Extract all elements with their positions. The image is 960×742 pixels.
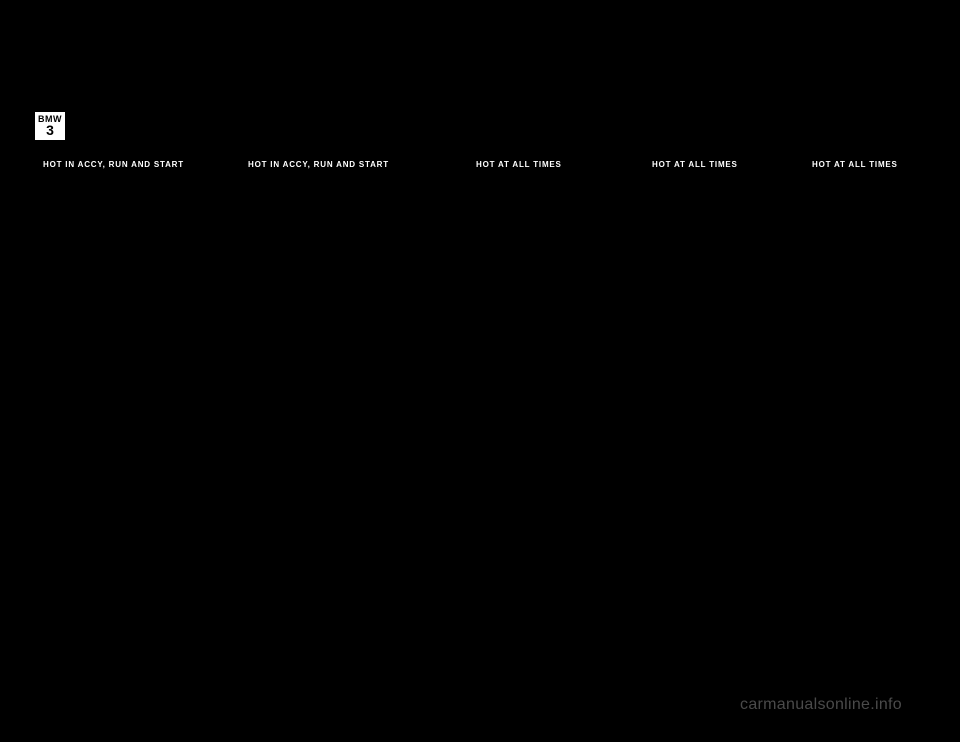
watermark-text: carmanualsonline.info [740,696,902,714]
header-label-2: HOT IN ACCY, RUN AND START [248,160,389,169]
header-label-5: HOT AT ALL TIMES [812,160,898,169]
header-label-1: HOT IN ACCY, RUN AND START [43,160,184,169]
bmw-model-text: 3 [46,123,54,137]
bmw-badge: BMW 3 [35,112,65,140]
header-label-4: HOT AT ALL TIMES [652,160,738,169]
header-label-3: HOT AT ALL TIMES [476,160,562,169]
